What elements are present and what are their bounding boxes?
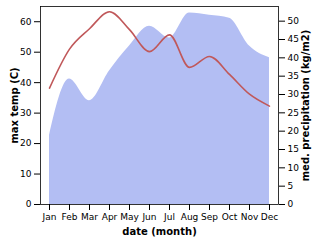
svg-text:35: 35 [288,71,299,81]
svg-text:30: 30 [288,89,300,99]
svg-text:40: 40 [288,53,300,63]
svg-text:Mar: Mar [81,212,98,222]
svg-text:date (month): date (month) [122,226,196,237]
svg-text:60: 60 [20,17,32,27]
svg-text:5: 5 [288,181,294,191]
svg-text:Oct: Oct [222,212,238,222]
svg-text:max temp (C): max temp (C) [9,67,20,143]
svg-text:10: 10 [20,169,32,179]
svg-text:Aug: Aug [181,212,199,222]
svg-text:0: 0 [288,199,294,209]
svg-text:40: 40 [20,78,32,88]
svg-text:Jun: Jun [141,212,156,222]
svg-text:Jan: Jan [42,212,57,222]
svg-text:20: 20 [20,138,32,148]
svg-text:45: 45 [288,34,299,44]
svg-text:Apr: Apr [102,212,118,222]
svg-text:15: 15 [288,144,299,154]
svg-text:30: 30 [20,108,32,118]
svg-text:50: 50 [20,47,32,57]
svg-text:25: 25 [288,108,299,118]
svg-text:20: 20 [288,126,300,136]
svg-text:10: 10 [288,163,300,173]
svg-text:50: 50 [288,16,300,26]
svg-text:Sep: Sep [201,212,218,222]
svg-text:Dec: Dec [261,212,278,222]
svg-text:Nov: Nov [241,212,259,222]
svg-text:May: May [120,212,139,222]
svg-text:med. precipitation (kg/m2): med. precipitation (kg/m2) [300,30,311,182]
svg-text:0: 0 [26,199,32,209]
svg-text:Jul: Jul [163,212,175,222]
svg-text:Feb: Feb [62,212,78,222]
